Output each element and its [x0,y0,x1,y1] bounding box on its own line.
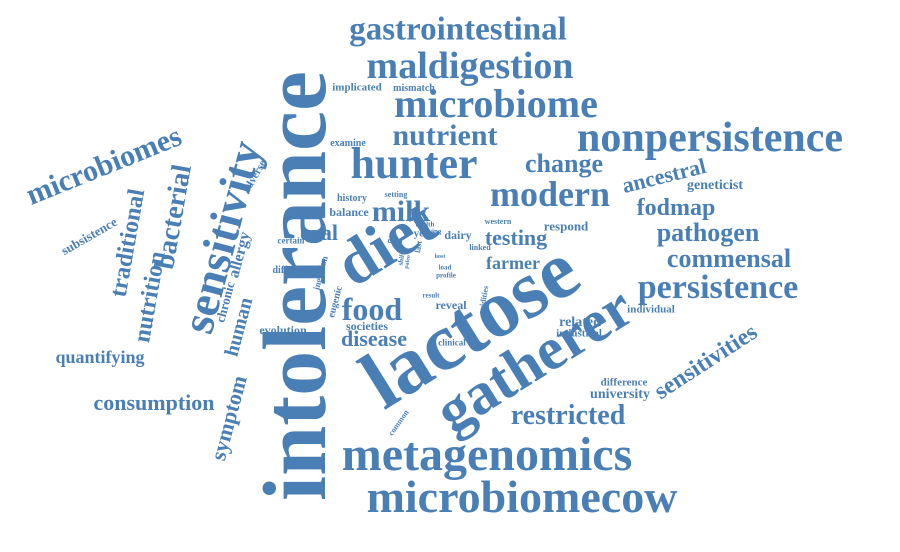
word: persistence [637,269,799,306]
word: modern [490,174,610,214]
word: consumption [93,390,215,415]
word: host [434,254,446,260]
word: university [590,387,650,402]
word: fodmap [636,195,716,221]
word: data [387,236,403,245]
word: different [272,265,310,276]
word: maldigestion [366,45,574,87]
word: gastrointestinal [349,11,567,48]
word: difference [600,376,648,389]
word: hunter [350,139,478,188]
word: symptom [205,372,252,464]
word: history [337,193,367,204]
word: restricted [510,400,626,431]
word: metagenomics [341,428,633,481]
word: food [341,291,403,327]
word: health [415,220,435,229]
word: milk [371,195,431,228]
word: individual [627,303,675,316]
word: dairy [444,228,472,242]
word: change [525,149,603,178]
word: respond [543,218,589,234]
word: result [422,291,440,300]
word: testing [484,225,548,250]
word: nonpersistence [577,115,843,161]
word: reveal [435,298,467,312]
word: profile [436,271,456,280]
word: setting [384,190,408,199]
word: farmer [486,253,540,273]
word: mismatch [393,83,435,94]
word: sensitivities [649,319,763,405]
word: oral [300,220,338,245]
word: nutrient [392,119,498,152]
word: implicated [332,81,382,94]
word: examine [330,138,366,149]
word: pathogen [656,218,760,247]
word: load [438,263,452,272]
word: microbiomecow [366,471,678,522]
word: quantifying [55,347,145,367]
word: certain [277,235,305,246]
word: subsistence [58,213,120,259]
word: disease [341,326,407,351]
word: societies [346,319,388,333]
word: living [424,227,442,236]
word: intolerance [246,71,345,501]
word: related [559,315,601,330]
word: linked [469,243,491,252]
word: geneticist [687,178,743,193]
word: balance [329,205,369,219]
word: commensal [666,244,792,273]
word: western [484,217,512,226]
word: clinical [438,337,466,348]
word: industrial [556,327,602,340]
word: microbiome [394,81,598,126]
word: evolution [259,323,307,337]
word: year [413,227,435,240]
